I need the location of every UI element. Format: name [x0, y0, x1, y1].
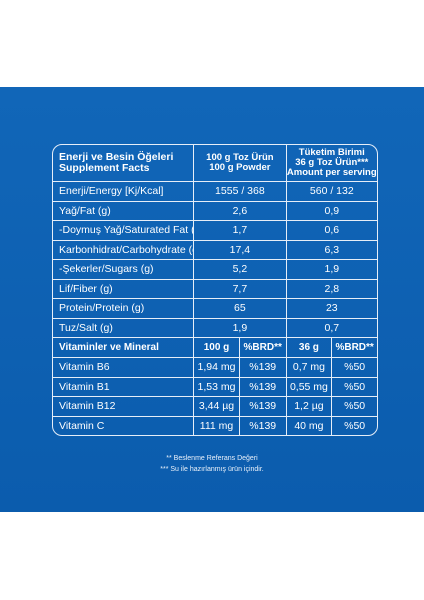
vitamin-brd-serving: %50: [331, 416, 377, 435]
table-row: Lif/Fiber (g) 7,7 2,8: [53, 278, 377, 298]
vitamin-name: Vitamin B1: [59, 380, 110, 393]
table-header-row: Enerji ve Besin Öğeleri Supplement Facts…: [53, 145, 377, 181]
nutrient-serving: 2,8: [285, 279, 377, 298]
vitamin-header-label: Vitaminler ve Mineral: [59, 341, 159, 353]
nutrient-per100: 7,7: [193, 279, 285, 298]
vitamin-per100: 1,94 mg: [193, 358, 239, 377]
nutrient-name: -Doymuş Yağ/Saturated Fat (g): [59, 224, 194, 236]
vitamin-per100: 111 mg: [193, 416, 239, 435]
table-row: Karbonhidrat/Carbohydrate (g) 17,4 6,3: [53, 239, 377, 259]
vitamin-per100: 1,53 mg: [193, 377, 239, 396]
header-label-cell: Enerji ve Besin Öğeleri Supplement Facts: [53, 145, 193, 181]
table-row: Yağ/Fat (g) 2,6 0,9: [53, 200, 377, 220]
vitamin-name: Vitamin B12: [59, 400, 116, 412]
vitamin-serving: 0,7 mg: [285, 358, 332, 377]
vitamin-header-100g: 100 g: [193, 338, 239, 357]
vitamin-brd-serving: %50: [331, 377, 377, 396]
table-row: Protein/Protein (g) 65 23: [53, 298, 377, 318]
header-per100-cell: 100 g Toz Ürün 100 g Powder: [193, 145, 285, 181]
vitamin-header-brd100: %BRD**: [238, 338, 286, 357]
nutrient-name: Yağ/Fat (g): [59, 204, 111, 217]
table-row: -Doymuş Yağ/Saturated Fat (g) 1,7 0,6: [53, 220, 377, 240]
footnotes: ** Beslenme Referans Değeri *** Su ile h…: [0, 453, 424, 475]
vitamin-brd100: %139: [238, 397, 286, 416]
nutrient-serving: 0,7: [285, 318, 377, 337]
header-serving-cell: Tüketim Birimi 36 g Toz Ürün*** Amount p…: [285, 145, 377, 181]
table-row: -Şekerler/Sugars (g) 5,2 1,9: [53, 259, 377, 279]
nutrient-name: Lif/Fiber (g): [59, 282, 113, 295]
table-row: Vitamin C 111 mg %139 40 mg %50: [53, 415, 377, 435]
vitamin-brd-serving: %50: [331, 358, 377, 377]
vitamin-brd100: %139: [238, 416, 286, 435]
nutrient-serving: 0,6: [285, 221, 377, 240]
nutrient-per100: 1,9: [193, 318, 285, 337]
nutrient-serving: 6,3: [285, 240, 377, 259]
vitamin-brd-serving: %50: [331, 397, 377, 416]
nutrient-per100: 5,2: [193, 260, 285, 279]
header-serving-line2: 36 g Toz Ürün***: [295, 157, 369, 169]
supplement-facts-table: Enerji ve Besin Öğeleri Supplement Facts…: [52, 144, 378, 436]
table-row: Vitamin B6 1,94 mg %139 0,7 mg %50: [53, 357, 377, 377]
header-per100-line1: 100 g Toz Ürün: [206, 152, 274, 164]
vitamin-serving: 1,2 µg: [285, 397, 332, 416]
nutrient-per100: 1,7: [193, 221, 285, 240]
nutrient-per100: 17,4: [193, 240, 285, 259]
nutrient-name: Enerji/Energy [Kj/Kcal]: [59, 185, 164, 197]
vitamin-brd100: %139: [238, 377, 286, 396]
header-serving-line1: Tüketim Birimi: [298, 147, 365, 159]
nutrient-per100: 2,6: [193, 201, 285, 220]
nutrient-name: Tuz/Salt (g): [59, 321, 113, 334]
vitamin-header-row: Vitaminler ve Mineral 100 g %BRD** 36 g …: [53, 337, 377, 357]
nutrient-serving: 560 / 132: [285, 182, 377, 201]
vitamin-name: Vitamin C: [59, 419, 105, 432]
header-label-tr: Enerji ve Besin Öğeleri: [59, 150, 174, 163]
header-label-en: Supplement Facts: [59, 162, 150, 174]
vitamin-serving: 40 mg: [285, 416, 332, 435]
nutrient-name: -Şekerler/Sugars (g): [59, 263, 154, 275]
blue-background-panel: [0, 87, 424, 512]
nutrient-serving: 23: [285, 299, 377, 318]
nutrient-serving: 1,9: [285, 260, 377, 279]
nutrient-serving: 0,9: [285, 201, 377, 220]
table-row: Enerji/Energy [Kj/Kcal] 1555 / 368 560 /…: [53, 181, 377, 201]
nutrient-per100: 65: [193, 299, 285, 318]
vitamin-per100: 3,44 µg: [193, 397, 239, 416]
table-row: Tuz/Salt (g) 1,9 0,7: [53, 317, 377, 337]
nutrient-name: Karbonhidrat/Carbohydrate (g): [59, 243, 194, 256]
table-row: Vitamin B1 1,53 mg %139 0,55 mg %50: [53, 376, 377, 396]
vitamin-header-brd-serving: %BRD**: [331, 338, 377, 357]
vitamin-name: Vitamin B6: [59, 361, 110, 373]
nutrient-name: Protein/Protein (g): [59, 302, 145, 314]
vitamin-serving: 0,55 mg: [285, 377, 332, 396]
footnote-water: *** Su ile hazırlanmış ürün içindir.: [160, 466, 264, 473]
vitamin-brd100: %139: [238, 358, 286, 377]
nutrient-per100: 1555 / 368: [193, 182, 285, 201]
vitamin-header-36g: 36 g: [285, 338, 332, 357]
header-per100-line2: 100 g Powder: [209, 162, 271, 173]
table-row: Vitamin B12 3,44 µg %139 1,2 µg %50: [53, 396, 377, 416]
footnote-brd: ** Beslenme Referans Değeri: [166, 455, 258, 462]
header-serving-line3: Amount per serving: [286, 166, 377, 178]
